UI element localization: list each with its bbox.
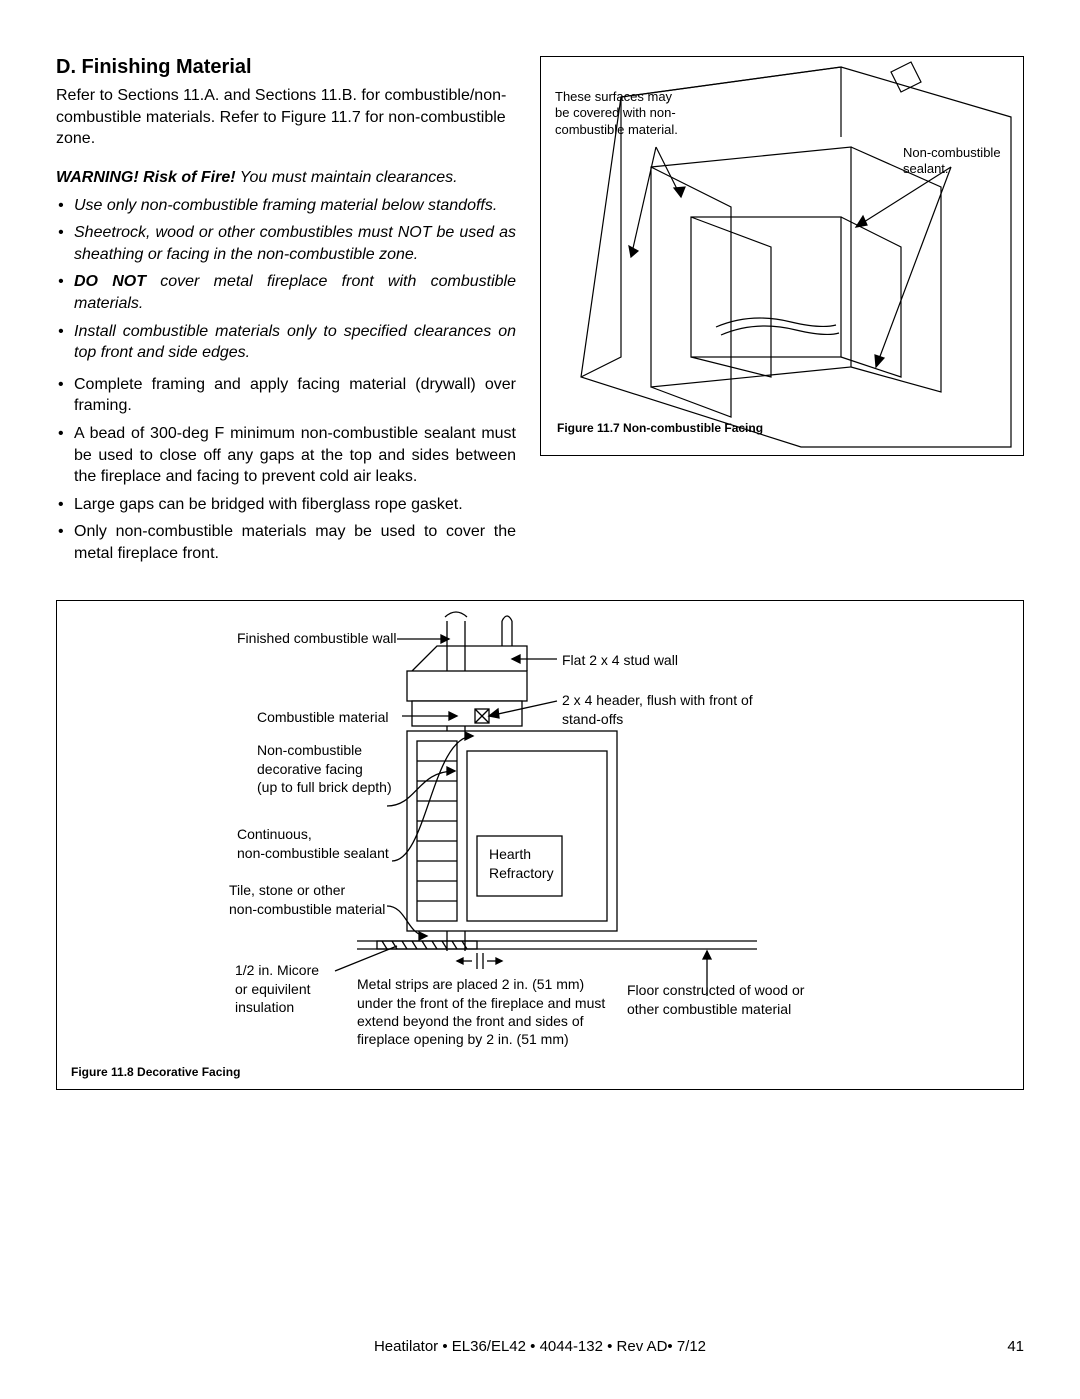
list-item: Install combustible materials only to sp… bbox=[74, 321, 516, 364]
list-item: Large gaps can be bridged with fiberglas… bbox=[74, 494, 516, 516]
italic-bullet-list: Use only non-combustible framing materia… bbox=[56, 195, 516, 364]
t: Non-combustible bbox=[257, 742, 362, 758]
t: Metal strips are placed 2 in. (51 mm) bbox=[357, 976, 584, 992]
intro-paragraph: Refer to Sections 11.A. and Sections 11.… bbox=[56, 85, 516, 150]
figure-11-8-wrap: Finished combustible wall Flat 2 x 4 stu… bbox=[56, 600, 1024, 1090]
fig118-l-hearth: Hearth Refractory bbox=[489, 845, 554, 881]
t: or equivilent bbox=[235, 981, 311, 997]
page-number: 41 bbox=[1007, 1338, 1024, 1355]
fig118-l-combmat: Combustible material bbox=[257, 708, 389, 726]
fig118-l-noncombdec: Non-combustible decorative facing (up to… bbox=[257, 741, 392, 796]
t: 1/2 in. Micore bbox=[235, 962, 319, 978]
t: fireplace opening by 2 in. (51 mm) bbox=[357, 1031, 569, 1047]
t: decorative facing bbox=[257, 761, 363, 777]
plain-bullet-list: Complete framing and apply facing materi… bbox=[56, 374, 516, 565]
t: non-combustible sealant bbox=[237, 845, 389, 861]
t: under the front of the fireplace and mus… bbox=[357, 995, 605, 1011]
list-item: Use only non-combustible framing materia… bbox=[74, 195, 516, 217]
fig118-l-flat: Flat 2 x 4 stud wall bbox=[562, 651, 678, 669]
fig118-l-header: 2 x 4 header, flush with front of stand-… bbox=[562, 691, 762, 727]
fig118-l-cont: Continuous, non-combustible sealant bbox=[237, 825, 389, 861]
t: non-combustible material bbox=[229, 901, 385, 917]
fig118-l-floor: Floor constructed of wood or other combu… bbox=[627, 981, 847, 1017]
list-item: Complete framing and apply facing materi… bbox=[74, 374, 516, 417]
warning-rest: You must maintain clearances. bbox=[236, 169, 458, 186]
donot-prefix: DO NOT bbox=[74, 273, 146, 290]
warning-bold: WARNING! Risk of Fire! bbox=[56, 169, 236, 186]
t: extend beyond the front and sides of bbox=[357, 1013, 584, 1029]
t: Refractory bbox=[489, 865, 554, 881]
t: (up to full brick depth) bbox=[257, 779, 392, 795]
t: Tile, stone or other bbox=[229, 882, 345, 898]
figure-11-8: Finished combustible wall Flat 2 x 4 stu… bbox=[56, 600, 1024, 1090]
t: Floor constructed of wood or bbox=[627, 982, 804, 998]
t: insulation bbox=[235, 999, 294, 1015]
fig117-label-sealant: Non-combustible sealant. bbox=[903, 145, 1013, 178]
section-heading: D. Finishing Material bbox=[56, 56, 516, 79]
fig118-l-finished: Finished combustible wall bbox=[237, 629, 397, 647]
t: Continuous, bbox=[237, 826, 312, 842]
page: D. Finishing Material Refer to Sections … bbox=[0, 0, 1080, 1399]
right-figure-column: These surfaces may be covered with non-c… bbox=[540, 56, 1024, 570]
list-item: A bead of 300-deg F minimum non-combusti… bbox=[74, 423, 516, 488]
figure-11-7: These surfaces may be covered with non-c… bbox=[540, 56, 1024, 456]
warning-line: WARNING! Risk of Fire! You must maintain… bbox=[56, 168, 516, 189]
fig118-l-micore: 1/2 in. Micore or equivilent insulation bbox=[235, 961, 319, 1016]
list-item: Sheetrock, wood or other combustibles mu… bbox=[74, 222, 516, 265]
list-item: DO NOT cover metal fireplace front with … bbox=[74, 271, 516, 314]
list-item: Only non-combustible materials may be us… bbox=[74, 521, 516, 564]
fig118-l-metal: Metal strips are placed 2 in. (51 mm) un… bbox=[357, 975, 617, 1048]
t: Hearth bbox=[489, 846, 531, 862]
fig117-label-surfaces: These surfaces may be covered with non-c… bbox=[555, 89, 685, 138]
two-column-layout: D. Finishing Material Refer to Sections … bbox=[56, 56, 1024, 570]
fig117-caption: Figure 11.7 Non-combustible Facing bbox=[557, 421, 763, 435]
page-footer: Heatilator • EL36/EL42 • 4044-132 • Rev … bbox=[0, 1338, 1080, 1355]
left-text-column: D. Finishing Material Refer to Sections … bbox=[56, 56, 516, 570]
fig118-caption: Figure 11.8 Decorative Facing bbox=[71, 1065, 240, 1079]
fig118-l-tile: Tile, stone or other non-combustible mat… bbox=[229, 881, 385, 917]
t: other combustible material bbox=[627, 1001, 791, 1017]
